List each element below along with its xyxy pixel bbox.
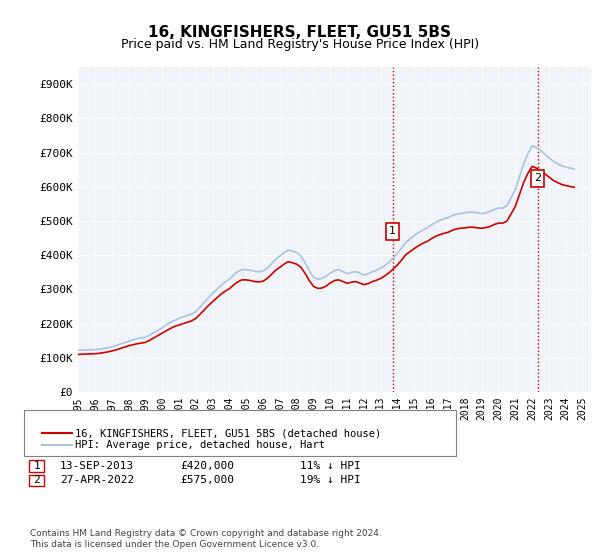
Text: Price paid vs. HM Land Registry's House Price Index (HPI): Price paid vs. HM Land Registry's House …	[121, 38, 479, 51]
Text: HPI: Average price, detached house, Hart: HPI: Average price, detached house, Hart	[75, 440, 325, 450]
Text: 19% ↓ HPI: 19% ↓ HPI	[300, 475, 361, 486]
Text: 11% ↓ HPI: 11% ↓ HPI	[300, 461, 361, 471]
Text: 1: 1	[33, 461, 40, 471]
Text: 16, KINGFISHERS, FLEET, GU51 5BS: 16, KINGFISHERS, FLEET, GU51 5BS	[149, 25, 452, 40]
Text: 2: 2	[33, 475, 40, 486]
Text: £575,000: £575,000	[180, 475, 234, 486]
Text: 27-APR-2022: 27-APR-2022	[60, 475, 134, 486]
Text: 13-SEP-2013: 13-SEP-2013	[60, 461, 134, 471]
Text: 2: 2	[534, 173, 541, 183]
Text: 1: 1	[389, 226, 396, 236]
Text: 16, KINGFISHERS, FLEET, GU51 5BS (detached house): 16, KINGFISHERS, FLEET, GU51 5BS (detach…	[75, 428, 381, 438]
Text: £420,000: £420,000	[180, 461, 234, 471]
Text: Contains HM Land Registry data © Crown copyright and database right 2024.
This d: Contains HM Land Registry data © Crown c…	[30, 529, 382, 549]
